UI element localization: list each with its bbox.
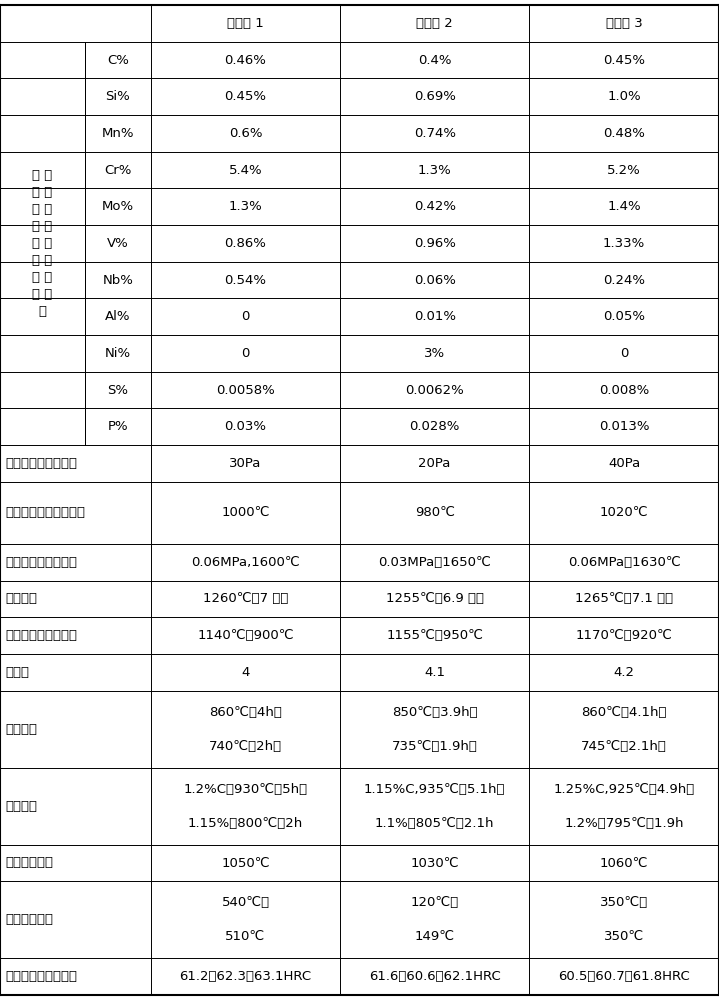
Text: 0.86%: 0.86%: [224, 237, 267, 250]
Text: 0.01%: 0.01%: [413, 310, 456, 323]
Text: 0.06%: 0.06%: [413, 274, 456, 287]
Text: 1255℃，6.9 小时: 1255℃，6.9 小时: [385, 592, 484, 605]
Text: 1.4%: 1.4%: [608, 200, 641, 213]
Text: 860℃，4h；

740℃，2h；: 860℃，4h； 740℃，2h；: [209, 706, 282, 753]
Text: 开始加热时的真空度: 开始加热时的真空度: [5, 457, 77, 470]
Text: 球化退火: 球化退火: [5, 723, 37, 736]
Text: 气体渗碳: 气体渗碳: [5, 800, 37, 813]
Text: 4: 4: [242, 666, 249, 679]
Text: 0.6%: 0.6%: [229, 127, 262, 140]
Text: 1.33%: 1.33%: [603, 237, 645, 250]
Text: 0.028%: 0.028%: [409, 420, 460, 433]
Text: 0.46%: 0.46%: [224, 54, 267, 67]
Text: 980℃: 980℃: [415, 506, 454, 519]
Text: 30Pa: 30Pa: [229, 457, 262, 470]
Text: Cr%: Cr%: [104, 164, 132, 177]
Text: 0.013%: 0.013%: [599, 420, 649, 433]
Text: 合金渗碳层表面硬度: 合金渗碳层表面硬度: [5, 970, 77, 983]
Text: 0.24%: 0.24%: [603, 274, 645, 287]
Text: Mo%: Mo%: [102, 200, 134, 213]
Text: Nb%: Nb%: [103, 274, 133, 287]
Text: 0.05%: 0.05%: [603, 310, 645, 323]
Text: 0.48%: 0.48%: [603, 127, 645, 140]
Text: Al%: Al%: [105, 310, 131, 323]
Text: 5.4%: 5.4%: [229, 164, 262, 177]
Text: 0.4%: 0.4%: [418, 54, 452, 67]
Text: 1050℃: 1050℃: [221, 856, 270, 869]
Text: 冲入氯气时的炉料温度: 冲入氯气时的炉料温度: [5, 506, 85, 519]
Text: 61.6、60.6、62.1HRC: 61.6、60.6、62.1HRC: [369, 970, 500, 983]
Text: 1.3%: 1.3%: [418, 164, 452, 177]
Text: V%: V%: [107, 237, 129, 250]
Text: 实施例 2: 实施例 2: [416, 17, 453, 30]
Text: 实施例 3: 实施例 3: [605, 17, 643, 30]
Text: 0.42%: 0.42%: [413, 200, 456, 213]
Text: 1020℃: 1020℃: [600, 506, 649, 519]
Text: 1170℃，920℃: 1170℃，920℃: [576, 629, 672, 642]
Text: Si%: Si%: [106, 90, 130, 103]
Text: 1155℃，950℃: 1155℃，950℃: [386, 629, 483, 642]
Text: 0.03MPa，1650℃: 0.03MPa，1650℃: [378, 556, 491, 569]
Text: 0.96%: 0.96%: [413, 237, 456, 250]
Text: 60.5、60.7、61.8HRC: 60.5、60.7、61.8HRC: [558, 970, 690, 983]
Text: 0.0062%: 0.0062%: [406, 383, 464, 396]
Text: 锻造比: 锻造比: [5, 666, 29, 679]
Text: Ni%: Ni%: [105, 347, 131, 360]
Text: 真空淡火温度: 真空淡火温度: [5, 856, 53, 869]
Text: 0.0058%: 0.0058%: [216, 383, 275, 396]
Text: 开锻温度和终锻温度: 开锻温度和终锻温度: [5, 629, 77, 642]
Text: 350℃；

350℃: 350℃； 350℃: [600, 896, 649, 943]
Text: 0.03%: 0.03%: [224, 420, 267, 433]
Text: 二次回火温度: 二次回火温度: [5, 913, 53, 926]
Text: 850℃，3.9h；

735℃，1.9h；: 850℃，3.9h； 735℃，1.9h；: [392, 706, 477, 753]
Text: 1265℃，7.1 小时: 1265℃，7.1 小时: [575, 592, 673, 605]
Text: 实施例 1: 实施例 1: [227, 17, 264, 30]
Text: 燔 炼
制 备
的 合
金 的
各 成
分 质
量 百
分 含
量: 燔 炼 制 备 的 合 金 的 各 成 分 质 量 百 分 含 量: [32, 169, 52, 318]
Text: 0.54%: 0.54%: [224, 274, 267, 287]
Text: 4.2: 4.2: [613, 666, 635, 679]
Text: 0.45%: 0.45%: [224, 90, 267, 103]
Text: 1000℃: 1000℃: [221, 506, 270, 519]
Text: 1060℃: 1060℃: [600, 856, 649, 869]
Text: 540℃；

510℃: 540℃； 510℃: [221, 896, 270, 943]
Text: 0.008%: 0.008%: [599, 383, 649, 396]
Text: 0.45%: 0.45%: [603, 54, 645, 67]
Text: 1.0%: 1.0%: [608, 90, 641, 103]
Text: 0.06MPa，1630℃: 0.06MPa，1630℃: [568, 556, 680, 569]
Text: 120℃；

149℃: 120℃； 149℃: [411, 896, 459, 943]
Text: 0: 0: [620, 347, 628, 360]
Text: 1.25%C,925℃，4.9h；

1.2%，795℃，1.9h: 1.25%C,925℃，4.9h； 1.2%，795℃，1.9h: [554, 783, 695, 830]
Text: 燔炼压强和燔炼温度: 燔炼压强和燔炼温度: [5, 556, 77, 569]
Text: 1.3%: 1.3%: [229, 200, 262, 213]
Text: 1.15%C,935℃，5.1h；

1.1%，805℃，2.1h: 1.15%C,935℃，5.1h； 1.1%，805℃，2.1h: [364, 783, 505, 830]
Text: 61.2、62.3、63.1HRC: 61.2、62.3、63.1HRC: [180, 970, 311, 983]
Text: C%: C%: [107, 54, 129, 67]
Text: 1030℃: 1030℃: [411, 856, 459, 869]
Text: 0.69%: 0.69%: [413, 90, 456, 103]
Text: 20Pa: 20Pa: [418, 457, 451, 470]
Text: 1.2%C，930℃，5h；

1.15%，800℃，2h: 1.2%C，930℃，5h； 1.15%，800℃，2h: [183, 783, 308, 830]
Text: 0.74%: 0.74%: [413, 127, 456, 140]
Text: 3%: 3%: [424, 347, 445, 360]
Text: 锻前加热: 锻前加热: [5, 592, 37, 605]
Text: Mn%: Mn%: [101, 127, 134, 140]
Text: 1140℃，900℃: 1140℃，900℃: [197, 629, 294, 642]
Text: P%: P%: [108, 420, 128, 433]
Text: 5.2%: 5.2%: [608, 164, 641, 177]
Text: 0: 0: [242, 347, 249, 360]
Text: 0: 0: [242, 310, 249, 323]
Text: 1260℃，7 小时: 1260℃，7 小时: [203, 592, 288, 605]
Text: 0.06MPa,1600℃: 0.06MPa,1600℃: [191, 556, 300, 569]
Text: S%: S%: [107, 383, 129, 396]
Text: 4.1: 4.1: [424, 666, 445, 679]
Text: 40Pa: 40Pa: [608, 457, 640, 470]
Text: 860℃，4.1h；

745℃，2.1h；: 860℃，4.1h； 745℃，2.1h；: [581, 706, 667, 753]
